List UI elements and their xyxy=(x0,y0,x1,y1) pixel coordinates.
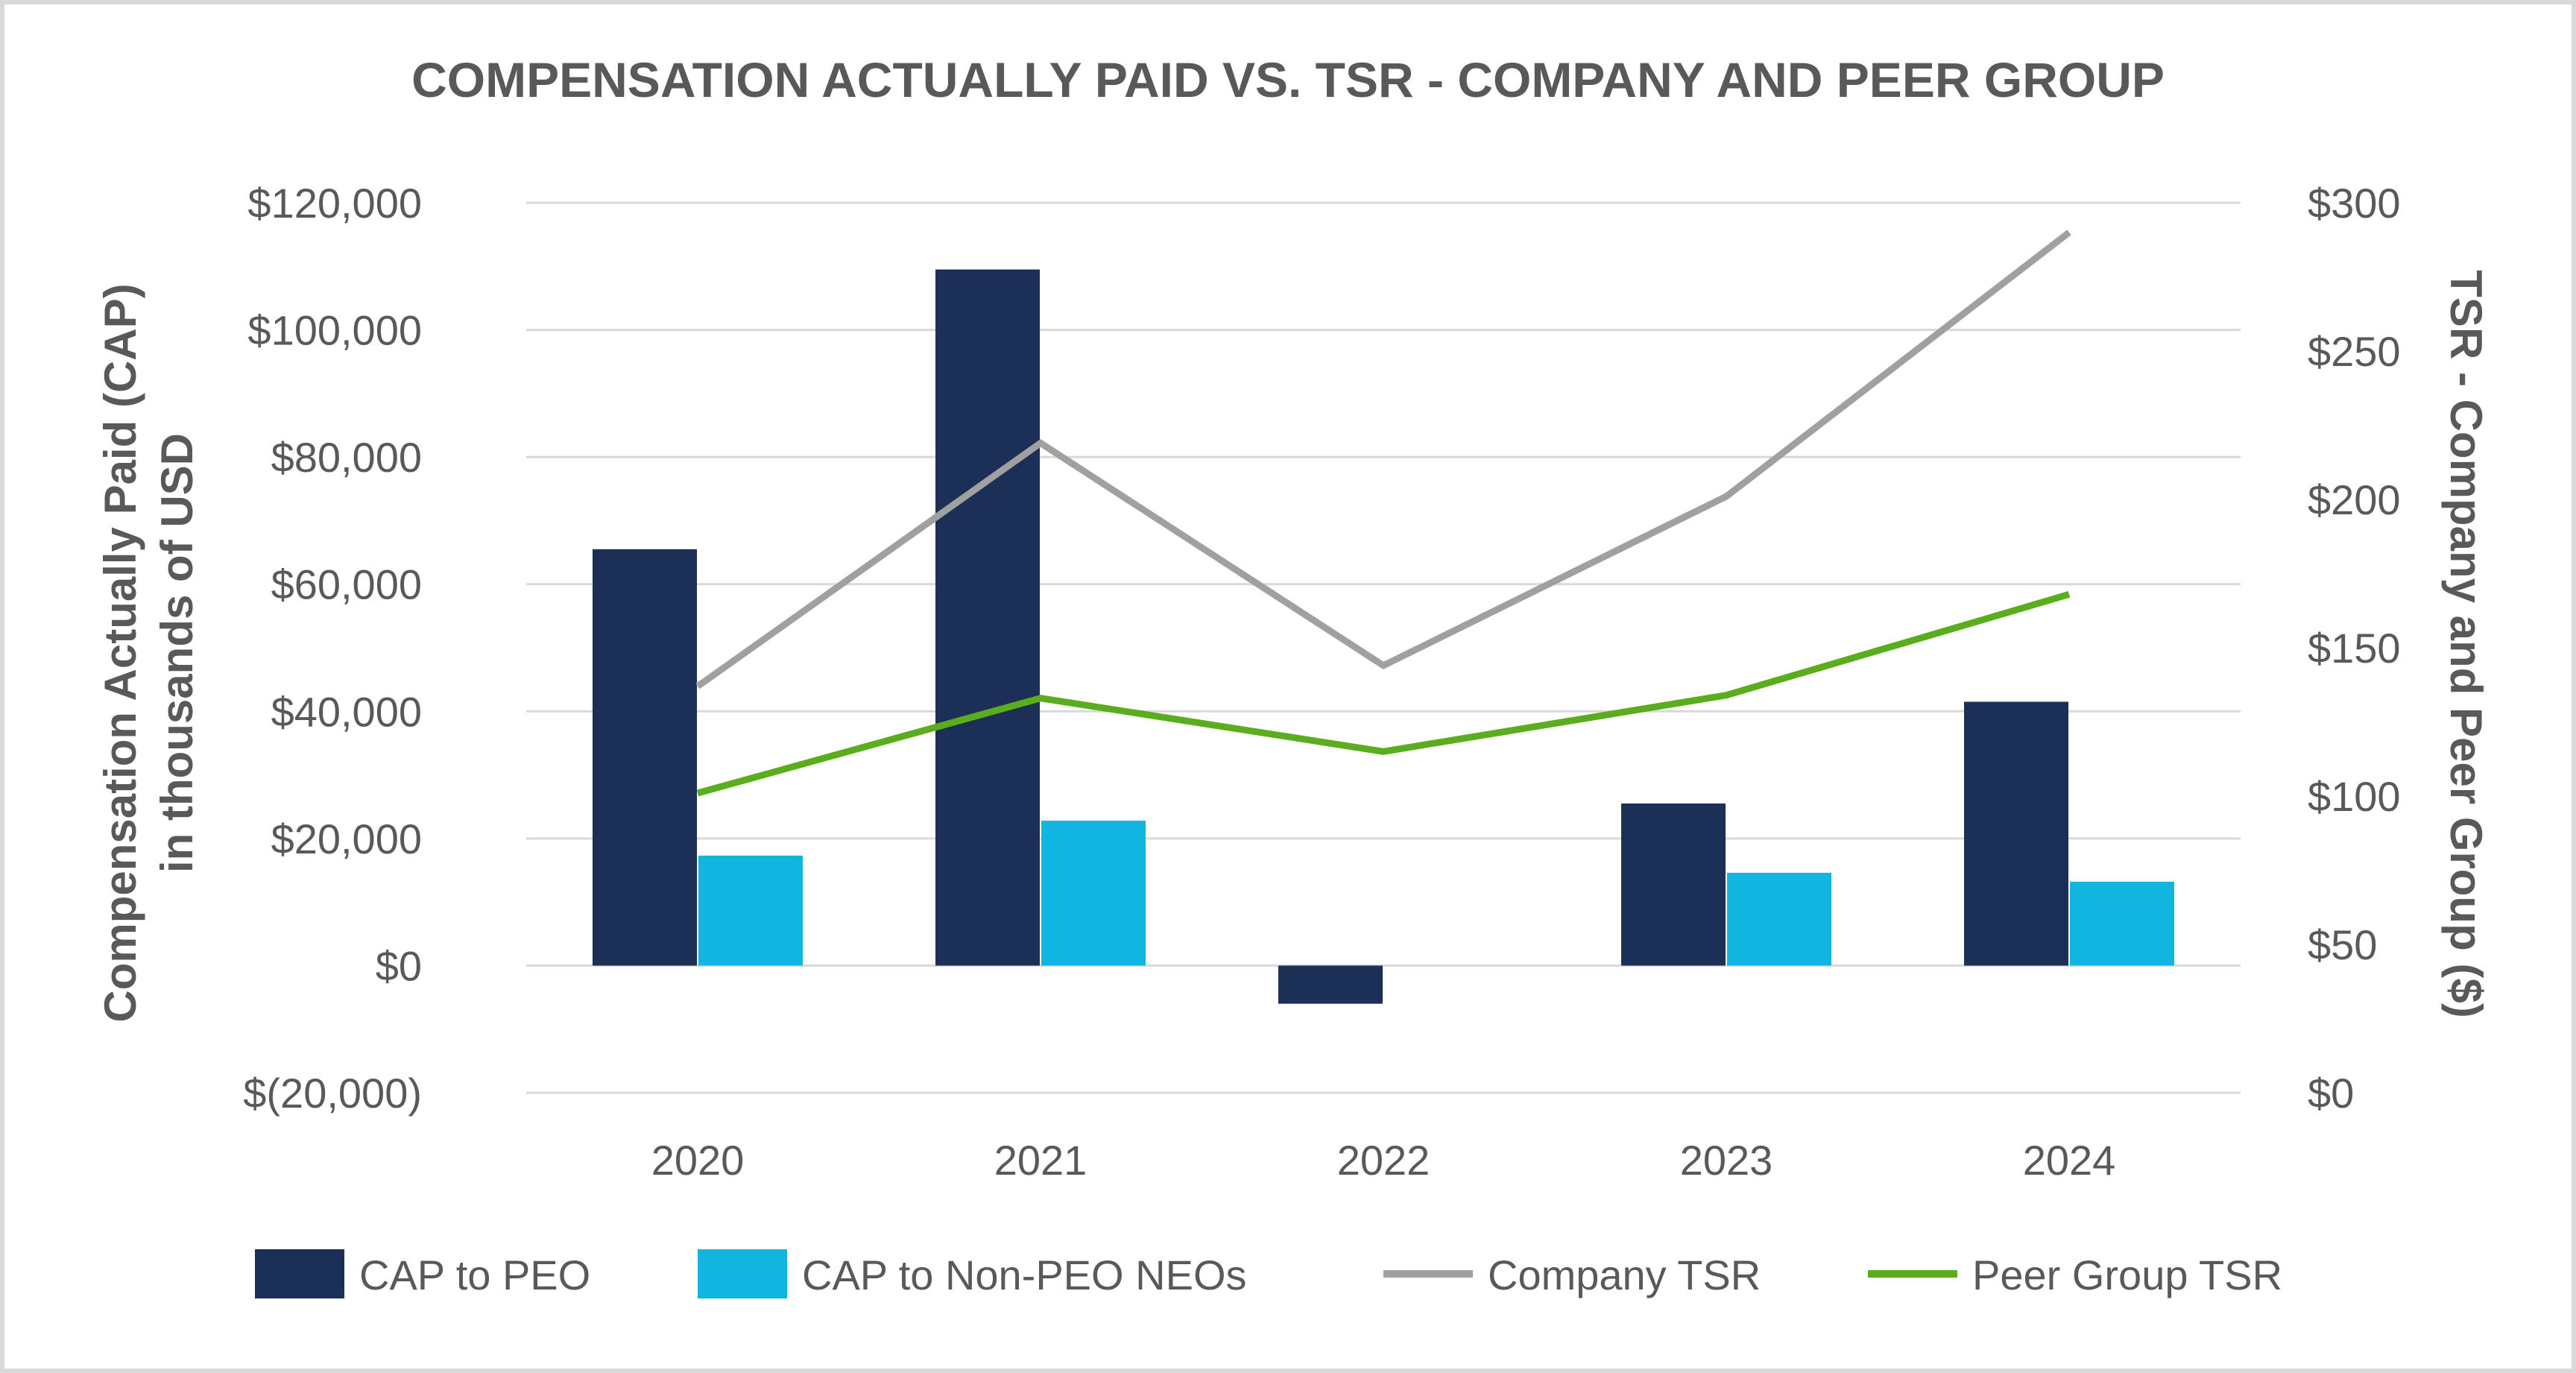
left-axis-title-line2: in thousands of USD xyxy=(152,433,202,873)
chart-title: COMPENSATION ACTUALLY PAID VS. TSR - COM… xyxy=(411,52,2165,107)
left-tick-label: $100,000 xyxy=(247,307,422,354)
bar-cap-peo xyxy=(935,269,1040,966)
right-axis-ticks: $0 $50 $100 $150 $200 $250 $300 xyxy=(2308,180,2401,1117)
right-tick-label: $250 xyxy=(2308,328,2401,375)
x-tick-label: 2022 xyxy=(1337,1137,1430,1184)
lines xyxy=(695,230,2071,797)
left-tick-label: $40,000 xyxy=(271,688,422,735)
gridlines xyxy=(526,201,2241,1094)
legend-peer-group-tsr-label: Peer Group TSR xyxy=(1972,1252,2282,1298)
bar-cap-peo xyxy=(1278,965,1383,1004)
x-tick-label: 2021 xyxy=(994,1137,1087,1184)
bars xyxy=(593,269,2174,1004)
x-tick-label: 2020 xyxy=(651,1137,745,1184)
legend-cap-peo: CAP to PEO xyxy=(255,1249,590,1298)
bar-cap-non-peo xyxy=(2070,881,2174,966)
bar-cap-non-peo xyxy=(1041,820,1146,966)
right-tick-label: $50 xyxy=(2308,921,2377,968)
bar-cap-peo xyxy=(1621,803,1726,966)
left-tick-label: $0 xyxy=(376,942,422,989)
legend-company-tsr-label: Company TSR xyxy=(1488,1252,1761,1298)
x-axis-labels: 2020 2021 2022 2023 2024 xyxy=(651,1137,2116,1184)
legend-company-tsr: Company TSR xyxy=(1383,1252,1761,1298)
right-tick-label: $200 xyxy=(2308,476,2401,523)
left-tick-label: $120,000 xyxy=(247,180,422,227)
peer-group-tsr-line xyxy=(696,591,2071,797)
x-tick-label: 2024 xyxy=(2023,1137,2116,1184)
chart-svg: COMPENSATION ACTUALLY PAID VS. TSR - COM… xyxy=(95,52,2491,1298)
legend-cap-non-peo: CAP to Non-PEO NEOs xyxy=(698,1249,1247,1298)
left-tick-label: $(20,000) xyxy=(243,1070,422,1117)
legend-peer-group-tsr: Peer Group TSR xyxy=(1868,1252,2282,1298)
right-axis-title: TSR - Company and Peer Group ($) xyxy=(2441,270,2491,1017)
right-tick-label: $300 xyxy=(2308,180,2401,227)
left-tick-label: $60,000 xyxy=(271,561,422,608)
bar-cap-peo xyxy=(593,549,697,966)
legend-cap-peo-label: CAP to PEO xyxy=(359,1252,590,1298)
legend-cap-non-peo-swatch xyxy=(698,1249,787,1298)
left-tick-label: $80,000 xyxy=(271,434,422,481)
right-tick-label: $0 xyxy=(2308,1070,2354,1117)
left-axis-title-line1: Compensation Actually Paid (CAP) xyxy=(95,283,145,1022)
legend-cap-peo-swatch xyxy=(255,1249,344,1298)
bar-cap-peo xyxy=(1964,701,2068,966)
company-tsr-line xyxy=(695,230,2071,689)
legend: CAP to PEO CAP to Non-PEO NEOs Company TSR… xyxy=(255,1249,2282,1298)
left-tick-label: $20,000 xyxy=(271,815,422,862)
right-tick-label: $100 xyxy=(2308,773,2401,820)
left-axis-ticks: $(20,000) $0 $20,000 $40,000 $60,000 $80,000 $… xyxy=(243,180,422,1117)
bar-cap-non-peo xyxy=(1727,872,1831,966)
legend-cap-non-peo-label: CAP to Non-PEO NEOs xyxy=(802,1252,1247,1298)
bar-cap-non-peo xyxy=(698,855,803,966)
right-tick-label: $150 xyxy=(2308,625,2401,672)
x-tick-label: 2023 xyxy=(1680,1137,1773,1184)
